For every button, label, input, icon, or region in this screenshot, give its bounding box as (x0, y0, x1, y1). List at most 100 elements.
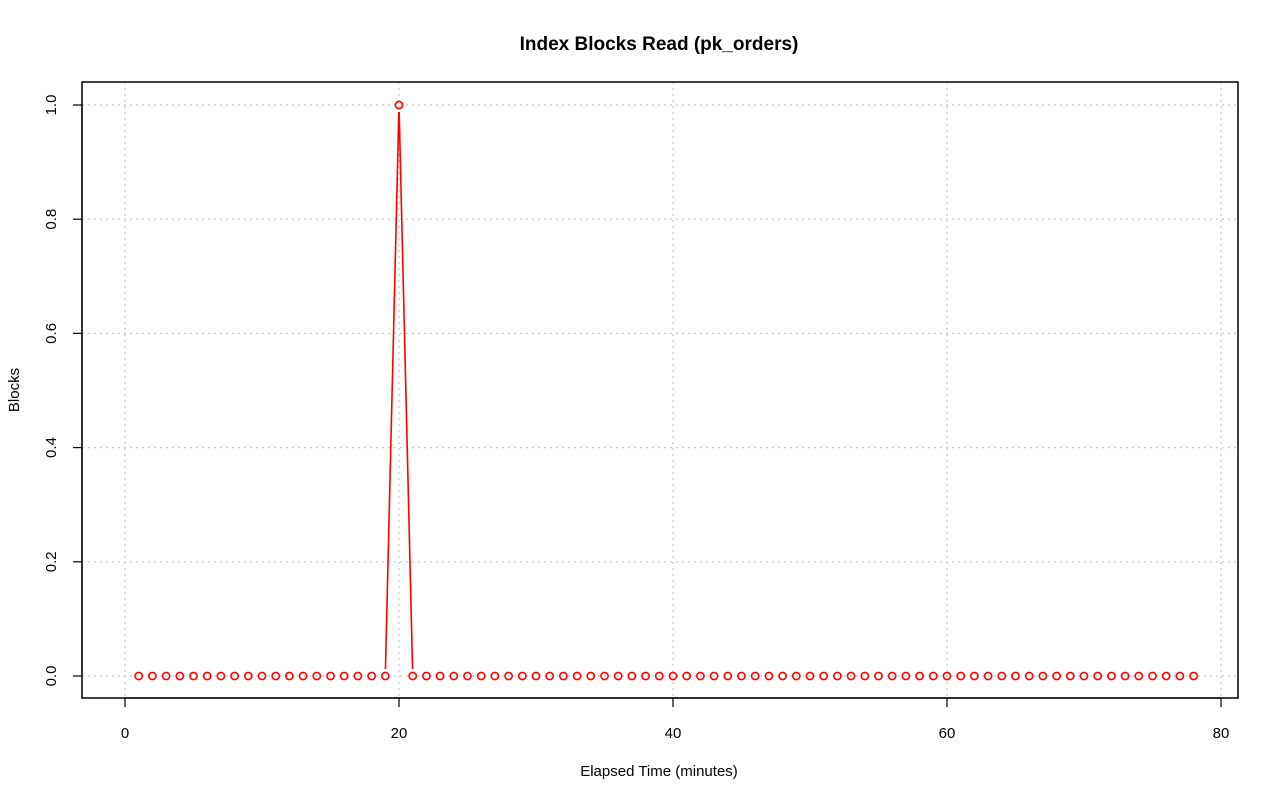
data-point (627, 671, 637, 681)
data-point (531, 671, 541, 681)
x-tick-label: 40 (665, 725, 682, 742)
data-point (230, 671, 239, 681)
y-axis: 0.0 0.2 0.4 0.6 0.8 1.0 (43, 95, 83, 687)
data-point (243, 671, 253, 681)
data-point (874, 671, 883, 681)
data-point (1134, 671, 1144, 681)
data-point (846, 671, 856, 681)
data-point (1065, 671, 1075, 681)
y-tick-label: 0.4 (43, 437, 60, 458)
data-point (367, 671, 376, 681)
y-tick-label: 0.0 (43, 666, 60, 687)
grid (82, 82, 1238, 698)
data-point (353, 671, 363, 681)
series-segment (398, 111, 414, 670)
data-point (613, 671, 623, 681)
data-point (216, 671, 226, 681)
data-point (600, 671, 609, 681)
data-point (408, 671, 418, 681)
data-point (641, 671, 650, 681)
data-point (545, 671, 555, 681)
data-point (517, 671, 527, 681)
data-point (928, 671, 938, 681)
data-point (654, 671, 664, 681)
data-point (723, 671, 733, 681)
data-point (805, 671, 815, 681)
data-point (271, 671, 281, 681)
y-tick-label: 0.6 (43, 323, 60, 344)
data-point (696, 671, 705, 681)
y-axis-label: Blocks (6, 368, 23, 412)
data-point (490, 671, 500, 681)
data-point (1107, 671, 1116, 681)
data-point (983, 671, 993, 681)
x-axis: 0 20 40 60 80 (121, 697, 1230, 742)
data-point (1161, 671, 1171, 681)
data-point (1011, 671, 1020, 681)
data-point (449, 671, 459, 681)
data-point (901, 671, 911, 681)
data-point (476, 671, 486, 681)
data-point (175, 671, 185, 681)
data-point (778, 671, 787, 681)
x-tick-label: 80 (1213, 725, 1230, 742)
data-point (764, 671, 774, 681)
data-point (737, 671, 746, 681)
data-point (189, 671, 198, 681)
x-axis-label: Elapsed Time (minutes) (580, 763, 738, 780)
data-point (1079, 671, 1089, 681)
data-point (1093, 671, 1103, 681)
data-point (1052, 671, 1061, 681)
data-point (421, 671, 431, 681)
data-point (750, 671, 760, 681)
data-point (559, 671, 568, 681)
data-point (1189, 671, 1198, 681)
data-point (942, 671, 952, 681)
data-point (887, 671, 897, 681)
data-point (298, 671, 308, 681)
data-point (682, 671, 692, 681)
data-point (504, 671, 513, 681)
y-tick-label: 1.0 (43, 95, 60, 116)
data-point (339, 671, 349, 681)
data-point (970, 671, 979, 681)
y-tick-label: 0.2 (43, 551, 60, 572)
x-tick-label: 20 (391, 725, 408, 742)
data-point (915, 671, 924, 681)
data-point (394, 100, 404, 110)
data-point (1024, 671, 1034, 681)
data-point (572, 671, 582, 681)
data-point (1175, 671, 1185, 681)
data-point (161, 671, 171, 681)
data-point (709, 671, 719, 681)
data-point (997, 671, 1007, 681)
data-point (380, 671, 390, 681)
series-points (134, 100, 1198, 681)
data-point (833, 671, 842, 681)
series-segment (384, 111, 400, 670)
data-point (586, 671, 596, 681)
x-tick-label: 60 (939, 725, 956, 742)
data-point (860, 671, 870, 681)
series-line (384, 111, 414, 670)
data-point (312, 671, 322, 681)
x-tick-label: 0 (121, 725, 129, 742)
data-point (147, 671, 157, 681)
plot-area-border (81, 81, 1239, 699)
data-point (791, 671, 801, 681)
y-tick-label: 0.8 (43, 209, 60, 230)
data-point (257, 671, 267, 681)
data-point (435, 671, 445, 681)
data-point (202, 671, 212, 681)
data-point (134, 671, 144, 681)
data-point (463, 671, 472, 681)
data-point (1120, 671, 1130, 681)
data-point (284, 671, 294, 681)
data-point (956, 671, 966, 681)
data-point (819, 671, 829, 681)
chart-title: Index Blocks Read (pk_orders) (520, 34, 799, 55)
data-point (1038, 671, 1048, 681)
data-point (668, 671, 678, 681)
data-point (1148, 671, 1157, 681)
